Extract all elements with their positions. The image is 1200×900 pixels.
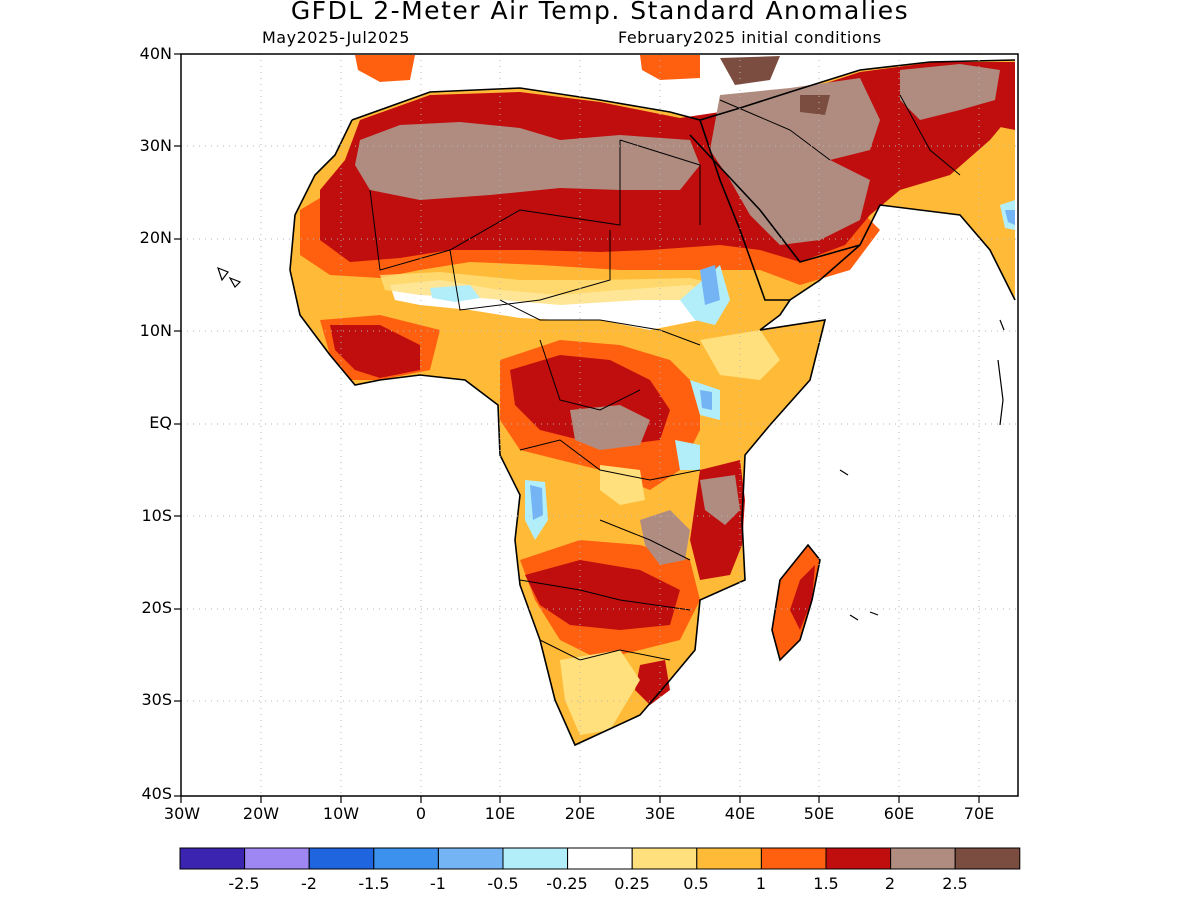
colorbar-label: 0.5: [683, 874, 709, 893]
islands: [217, 266, 1005, 621]
colorbar-swatch: [890, 847, 956, 870]
colorbar-swatch: [760, 847, 827, 870]
colorbar-swatch: [502, 847, 569, 870]
lat-label: 40N: [139, 44, 172, 63]
lat-label: 30S: [141, 690, 172, 709]
lon-label: 20E: [564, 804, 596, 823]
colorbar-label: -0.5: [487, 874, 519, 893]
colorbar-swatch: [696, 847, 762, 870]
colorbar-label: 2.5: [942, 874, 968, 893]
colorbar: [179, 847, 1021, 870]
colorbar-label: 1: [755, 874, 767, 893]
lat-label: 10S: [141, 506, 172, 525]
axis-ticks: [174, 53, 980, 803]
lat-label: 40S: [141, 784, 172, 803]
lon-label: 30E: [644, 804, 676, 823]
colorbar-label: 2: [884, 874, 896, 893]
colorbar-label: -1: [430, 874, 446, 893]
coastlines: [289, 59, 1016, 747]
lon-label: 50E: [803, 804, 835, 823]
colorbar-label: -2: [301, 874, 317, 893]
lat-label: 20N: [139, 228, 172, 247]
colorbar-label: -1.5: [358, 874, 390, 893]
colorbar-swatch: [567, 847, 633, 870]
lon-label: 10W: [322, 804, 360, 823]
lon-label: 20W: [242, 804, 280, 823]
lat-label: EQ: [149, 413, 172, 432]
colorbar-label: 1.5: [813, 874, 839, 893]
colorbar-swatch: [437, 847, 504, 870]
initial-conditions: February2025 initial conditions: [618, 28, 882, 47]
colorbar-swatch: [308, 847, 375, 870]
map-frame: [180, 53, 1019, 797]
lat-label: 20S: [141, 598, 172, 617]
lon-label: 30W: [163, 804, 201, 823]
lon-label: 60E: [883, 804, 915, 823]
colorbar-label: 0.25: [614, 874, 650, 893]
country-borders: [369, 94, 961, 661]
colorbar-label: -0.25: [546, 874, 588, 893]
lon-label: 10E: [484, 804, 516, 823]
lon-label: 70E: [963, 804, 995, 823]
colorbar-swatch: [825, 847, 892, 870]
colorbar-swatch: [179, 847, 246, 870]
lat-label: 10N: [139, 321, 172, 340]
colorbar-swatch: [373, 847, 439, 870]
map-title: GFDL 2-Meter Air Temp. Standard Anomalie…: [290, 0, 910, 25]
colorbar-swatch: [244, 847, 310, 870]
lon-label: 0: [415, 804, 427, 823]
colorbar-label: -2.5: [228, 874, 260, 893]
lon-label: 40E: [724, 804, 756, 823]
colorbar-swatch: [954, 847, 1021, 870]
anomaly-shading: [290, 55, 1015, 745]
lat-label: 30N: [139, 136, 172, 155]
forecast-period: May2025-Jul2025: [262, 28, 410, 47]
grid-lines: [181, 54, 1018, 796]
colorbar-swatch: [631, 847, 698, 870]
